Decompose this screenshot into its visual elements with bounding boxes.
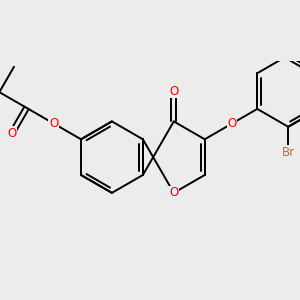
- Text: O: O: [227, 117, 237, 130]
- Text: O: O: [49, 117, 58, 130]
- Text: O: O: [169, 85, 178, 98]
- Text: O: O: [7, 127, 16, 140]
- Text: O: O: [169, 186, 178, 200]
- Text: Br: Br: [282, 146, 295, 159]
